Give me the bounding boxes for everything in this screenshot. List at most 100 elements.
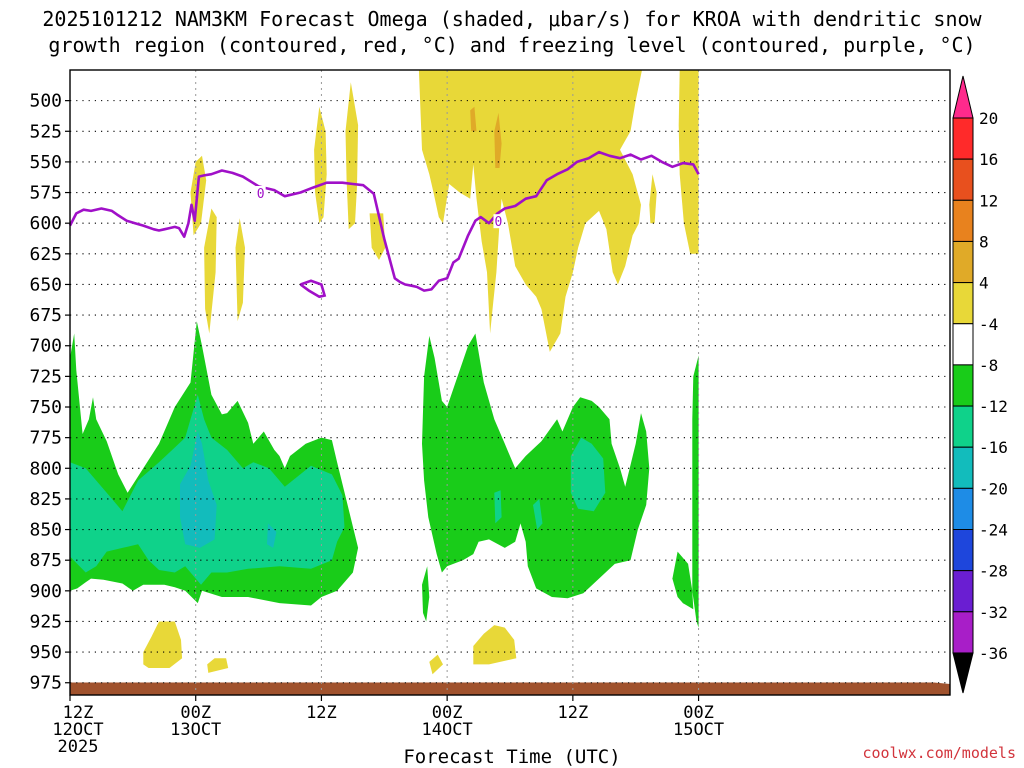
y-tick-label: 700 — [29, 336, 62, 357]
colorbar-label: 8 — [979, 232, 989, 251]
omega-region-18 — [507, 106, 527, 144]
x-tick-label: 12Z — [557, 703, 588, 723]
omega-region-19 — [649, 174, 657, 224]
colorbar: 20 16 12 8 4 -4 -8 -12 -16 -20 -24 -28 -32 -36 — [952, 75, 1008, 694]
colorbar-segment-4 — [952, 282, 974, 325]
colorbar-bottom-cap — [952, 652, 974, 694]
x-tick-label: 14OCT — [422, 720, 473, 740]
colorbar-label: -8 — [979, 356, 998, 375]
colorbar-label: -36 — [979, 644, 1008, 663]
y-tick-label: 625 — [29, 244, 62, 265]
y-tick-label: 925 — [29, 611, 62, 632]
freezing-level-label: 0 — [495, 215, 503, 230]
omega-region-21 — [143, 621, 183, 668]
y-tick-label: 650 — [29, 274, 62, 295]
colorbar-label: 12 — [979, 191, 998, 210]
omega-region-9 — [494, 490, 502, 524]
contour-label-bg-0 — [255, 186, 266, 200]
omega-region-24 — [473, 625, 517, 665]
colorbar-segment-3 — [952, 240, 974, 284]
x-tick-label: 12Z — [306, 703, 337, 723]
omega-region-15 — [345, 82, 359, 230]
colorbar-label: -32 — [979, 603, 1008, 622]
y-tick-label: 675 — [29, 305, 62, 326]
omega-region-23 — [429, 654, 443, 675]
colorbar-segment-11 — [952, 570, 974, 613]
omega-region-17 — [418, 70, 642, 352]
omega-region-5 — [422, 566, 430, 622]
y-axis-ticks: 500 525 550 575 600 625 650 675 700 725 750 775 800 8… — [29, 91, 70, 694]
omega-region-12 — [204, 208, 217, 334]
omega-region-10 — [533, 498, 543, 530]
y-tick-label: 575 — [29, 183, 62, 204]
colorbar-segment-5 — [952, 323, 974, 366]
x-tick-label: 00Z — [432, 703, 463, 723]
x-tick-label: 00Z — [180, 703, 211, 723]
credit-link[interactable]: coolwx.com/models — [862, 744, 1016, 762]
omega-shading — [70, 70, 699, 675]
colorbar-label: -28 — [979, 562, 1008, 581]
omega-region-7 — [692, 355, 699, 628]
colorbar-segment-1 — [952, 158, 974, 201]
omega-region-20 — [678, 70, 699, 254]
contour-label-bg-1 — [493, 214, 504, 229]
omega-region-26 — [470, 106, 477, 132]
y-tick-label: 500 — [29, 91, 62, 112]
colorbar-segment-8 — [952, 446, 974, 489]
colorbar-top-cap — [952, 75, 974, 119]
omega-region-6 — [672, 551, 694, 610]
colorbar-label: -4 — [979, 315, 998, 334]
omega-region-22 — [207, 658, 229, 673]
colorbar-label: -12 — [979, 397, 1008, 416]
y-tick-label: 725 — [29, 366, 62, 387]
colorbar-segment-0 — [952, 117, 974, 160]
y-tick-label: 975 — [29, 673, 62, 694]
colorbar-label: 20 — [979, 109, 998, 128]
x-tick-label: 12Z — [63, 703, 94, 723]
y-tick-label: 525 — [29, 121, 62, 142]
colorbar-segment-9 — [952, 487, 974, 531]
colorbar-label: 4 — [979, 274, 989, 293]
freezing-level-label: 0 — [257, 187, 265, 202]
plot-frame — [69, 69, 951, 696]
y-tick-label: 850 — [29, 520, 62, 541]
colorbar-label: -24 — [979, 521, 1008, 540]
y-tick-label: 600 — [29, 213, 62, 234]
x-tick-label: 2025 — [58, 737, 99, 757]
colorbar-segment-10 — [952, 529, 974, 572]
colorbar-label: -20 — [979, 479, 1008, 498]
omega-region-2 — [180, 431, 217, 548]
y-tick-label: 875 — [29, 550, 62, 571]
ground-layer — [70, 682, 950, 695]
ground-strip — [70, 682, 950, 695]
y-tick-label: 750 — [29, 397, 62, 418]
colorbar-segment-6 — [952, 364, 974, 407]
y-tick-label: 775 — [29, 428, 62, 449]
y-tick-label: 550 — [29, 152, 62, 173]
chart-title-line-1: 2025101212 NAM3KM Forecast Omega (shaded… — [42, 7, 982, 31]
colorbar-label: -16 — [979, 438, 1008, 457]
y-tick-label: 950 — [29, 642, 62, 663]
omega-region-8 — [570, 437, 606, 512]
omega-region-25 — [494, 112, 502, 168]
y-tick-label: 900 — [29, 581, 62, 602]
grid-lines — [70, 70, 950, 695]
freezing-level-loop — [299, 279, 327, 299]
chart-title: 2025101212 NAM3KM Forecast Omega (shaded… — [0, 6, 1024, 58]
chart-title-line-2: growth region (contoured, red, °C) and f… — [48, 33, 976, 57]
omega-region-14 — [314, 106, 327, 224]
x-tick-label: 15OCT — [673, 720, 724, 740]
freezing-level-line — [68, 150, 700, 292]
omega-region-4 — [422, 333, 650, 599]
x-tick-label: 13OCT — [170, 720, 221, 740]
omega-region-13 — [235, 218, 245, 322]
y-tick-label: 825 — [29, 489, 62, 510]
colorbar-label: 16 — [979, 150, 998, 169]
colorbar-segment-12 — [952, 611, 974, 654]
y-tick-label: 800 — [29, 458, 62, 479]
x-axis-label: Forecast Time (UTC) — [403, 746, 621, 768]
colorbar-segment-7 — [952, 405, 974, 448]
x-tick-label: 00Z — [683, 703, 714, 723]
